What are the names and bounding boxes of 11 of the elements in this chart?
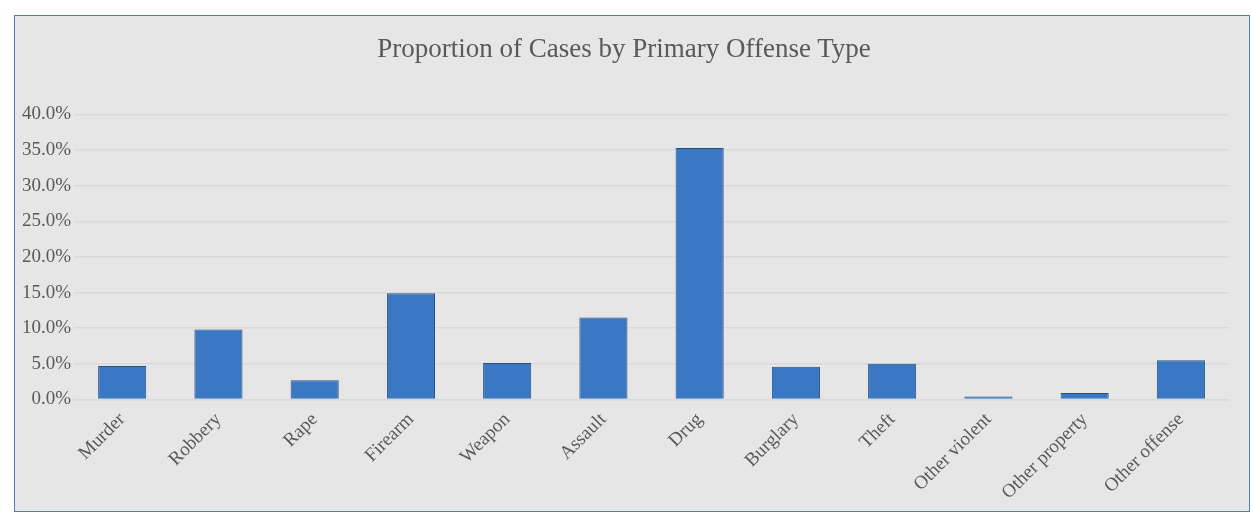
y-tick-label: 0.0%: [31, 387, 72, 409]
chart-title: Proportion of Cases by Primary Offense Type: [377, 33, 871, 64]
y-tick-label: 35.0%: [22, 138, 72, 160]
y-tick-label: 5.0%: [31, 351, 72, 373]
y-tick-label: 10.0%: [22, 316, 72, 338]
y-tick-label: 30.0%: [22, 173, 72, 195]
y-tick-label: 40.0%: [22, 102, 72, 124]
y-tick-label: 25.0%: [22, 209, 72, 231]
y-tick-label: 15.0%: [22, 280, 72, 302]
y-tick-label: 20.0%: [22, 244, 72, 266]
x-tick-label: Rape: [278, 407, 322, 451]
